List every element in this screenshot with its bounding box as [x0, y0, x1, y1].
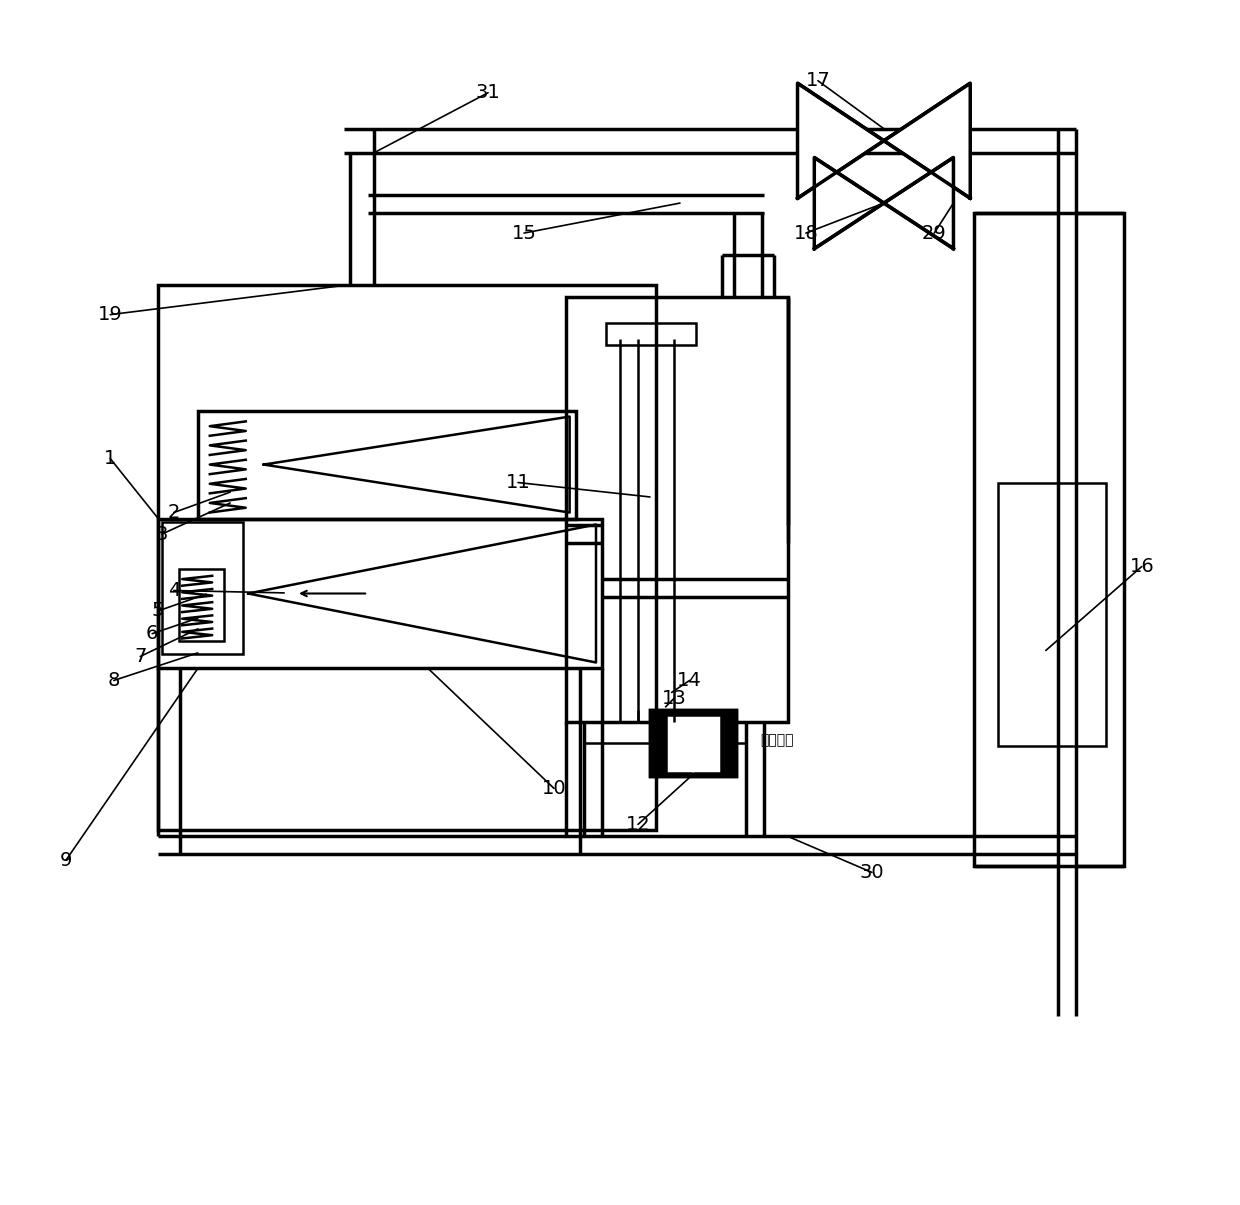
Bar [198, 411, 575, 518]
Text: 10: 10 [542, 778, 567, 798]
Text: 30: 30 [859, 863, 884, 882]
Text: 2: 2 [167, 502, 180, 522]
Bar [159, 518, 601, 669]
Text: 6: 6 [146, 624, 159, 643]
Polygon shape [797, 83, 884, 199]
Text: 17: 17 [806, 71, 831, 90]
Text: 31: 31 [476, 83, 501, 102]
Bar [666, 716, 720, 772]
Bar [650, 711, 737, 776]
Text: 11: 11 [506, 474, 531, 492]
Text: 气流方向: 气流方向 [760, 734, 794, 747]
Text: 7: 7 [134, 647, 146, 666]
Text: 9: 9 [60, 851, 72, 870]
Text: 4: 4 [167, 581, 180, 600]
Text: 18: 18 [794, 224, 818, 242]
Polygon shape [884, 83, 970, 199]
Text: 12: 12 [626, 815, 650, 834]
Bar [179, 569, 224, 641]
Bar [605, 323, 696, 345]
Text: 16: 16 [1130, 557, 1154, 576]
Text: 5: 5 [153, 601, 165, 621]
Bar [998, 482, 1106, 746]
Bar [159, 284, 656, 830]
Text: 15: 15 [512, 224, 537, 242]
Polygon shape [884, 158, 954, 248]
Polygon shape [815, 158, 884, 248]
Text: 13: 13 [662, 689, 687, 709]
Text: 14: 14 [677, 671, 702, 690]
Bar [650, 711, 737, 776]
Bar [565, 296, 787, 723]
Text: 3: 3 [156, 524, 167, 543]
Bar [973, 212, 1123, 866]
Text: 29: 29 [921, 224, 946, 242]
Text: 8: 8 [108, 671, 120, 690]
Text: 1: 1 [104, 449, 117, 468]
Bar [161, 522, 243, 654]
Text: 19: 19 [98, 305, 123, 324]
